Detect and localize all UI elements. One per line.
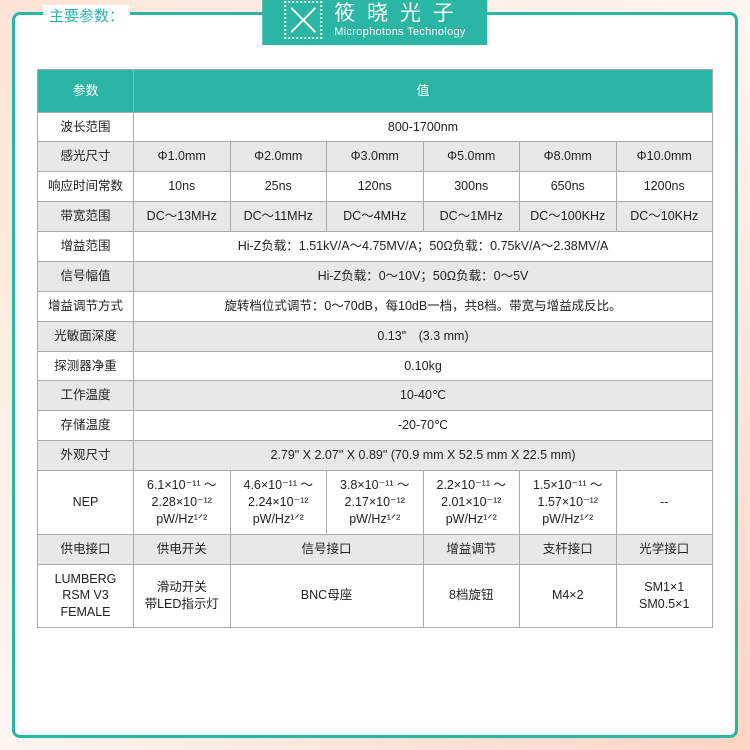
cell-value: 滑动开关带LED指示灯 — [134, 564, 231, 628]
cell-value: Hi-Z负载：0～10V；50Ω负载：0～5V — [134, 261, 713, 291]
row-sensor-size: 感光尺寸 Φ1.0mm Φ2.0mm Φ3.0mm Φ5.0mm Φ8.0mm … — [38, 142, 713, 172]
cell-value: DC～100KHz — [520, 202, 617, 232]
section-title: 主要参数： — [43, 5, 130, 26]
cell-value: 旋转档位式调节：0～70dB，每10dB一档，共8档。带宽与增益成反比。 — [134, 291, 713, 321]
cell-value: SM1×1SM0.5×1 — [616, 564, 713, 628]
cell-value: 增益调节 — [423, 534, 520, 564]
row-signal-amp: 信号幅值 Hi-Z负载：0～10V；50Ω负载：0～5V — [38, 261, 713, 291]
cell-value: DC～10KHz — [616, 202, 713, 232]
cell-label: 响应时间常数 — [38, 172, 134, 202]
cell-value: Hi-Z负载：1.51kV/A～4.75MV/A；50Ω负载：0.75kV/A～… — [134, 232, 713, 262]
cell-value: 1.5×10⁻¹¹ ～1.57×10⁻¹² pW/Hz¹ᐟ² — [520, 471, 617, 535]
row-gain-adjust: 增益调节方式 旋转档位式调节：0～70dB，每10dB一档，共8档。带宽与增益成… — [38, 291, 713, 321]
cell-value: 供电开关 — [134, 534, 231, 564]
cell-value: M4×2 — [520, 564, 617, 628]
row-weight: 探测器净重 0.10kg — [38, 351, 713, 381]
cell-value: Φ10.0mm — [616, 142, 713, 172]
spec-table-wrap: 参数 值 波长范围 800-1700nm 感光尺寸 Φ1.0mm Φ2.0mm … — [37, 69, 713, 713]
cell-label: LUMBERG RSM V3 FEMALE — [38, 564, 134, 628]
cell-label: 增益范围 — [38, 232, 134, 262]
row-dimensions: 外观尺寸 2.79" X 2.07" X 0.89" (70.9 mm X 52… — [38, 441, 713, 471]
spec-table: 参数 值 波长范围 800-1700nm 感光尺寸 Φ1.0mm Φ2.0mm … — [37, 69, 713, 628]
logo-text: 筱 晓 光 子 Microphotons Technology — [334, 2, 465, 37]
logo-en: Microphotons Technology — [334, 26, 465, 38]
cell-value: 6.1×10⁻¹¹ ～2.28×10⁻¹² pW/Hz¹ᐟ² — [134, 471, 231, 535]
row-work-temp: 工作温度 10-40℃ — [38, 381, 713, 411]
logo-cn: 筱 晓 光 子 — [334, 2, 465, 25]
logo-icon — [284, 1, 322, 39]
cell-value: 300ns — [423, 172, 520, 202]
cell-value: DC～13MHz — [134, 202, 231, 232]
cell-value: 信号接口 — [230, 534, 423, 564]
row-nep: NEP 6.1×10⁻¹¹ ～2.28×10⁻¹² pW/Hz¹ᐟ² 4.6×1… — [38, 471, 713, 535]
row-interfaces-header: 供电接口 供电开关 信号接口 增益调节 支杆接口 光学接口 — [38, 534, 713, 564]
row-bandwidth: 带宽范围 DC～13MHz DC～11MHz DC～4MHz DC～1MHz D… — [38, 202, 713, 232]
cell-value: Φ3.0mm — [327, 142, 424, 172]
header-param: 参数 — [38, 70, 134, 113]
cell-value: Φ1.0mm — [134, 142, 231, 172]
cell-value: 光学接口 — [616, 534, 713, 564]
row-store-temp: 存储温度 -20-70℃ — [38, 411, 713, 441]
row-depth: 光敏面深度 0.13" (3.3 mm) — [38, 321, 713, 351]
cell-value: 650ns — [520, 172, 617, 202]
cell-value: 支杆接口 — [520, 534, 617, 564]
cell-label: 光敏面深度 — [38, 321, 134, 351]
cell-label: 波长范围 — [38, 112, 134, 142]
cell-value: 0.13" (3.3 mm) — [134, 321, 713, 351]
cell-value: BNC母座 — [230, 564, 423, 628]
cell-label: NEP — [38, 471, 134, 535]
cell-value: -- — [616, 471, 713, 535]
cell-value: Φ2.0mm — [230, 142, 327, 172]
cell-label: 带宽范围 — [38, 202, 134, 232]
cell-value: DC～1MHz — [423, 202, 520, 232]
cell-value: 1200ns — [616, 172, 713, 202]
cell-label: 外观尺寸 — [38, 441, 134, 471]
cell-value: DC～11MHz — [230, 202, 327, 232]
cell-label: 信号幅值 — [38, 261, 134, 291]
cell-value: DC～4MHz — [327, 202, 424, 232]
cell-value: 0.10kg — [134, 351, 713, 381]
cell-value: 4.6×10⁻¹¹ ～2.24×10⁻¹² pW/Hz¹ᐟ² — [230, 471, 327, 535]
row-interfaces-values: LUMBERG RSM V3 FEMALE 滑动开关带LED指示灯 BNC母座 … — [38, 564, 713, 628]
cell-label: 供电接口 — [38, 534, 134, 564]
cell-value: 8档旋钮 — [423, 564, 520, 628]
cell-value: 10-40℃ — [134, 381, 713, 411]
row-gain-range: 增益范围 Hi-Z负载：1.51kV/A～4.75MV/A；50Ω负载：0.75… — [38, 232, 713, 262]
main-frame: 主要参数： 筱 晓 光 子 Microphotons Technology 参数… — [12, 12, 738, 738]
row-wavelength: 波长范围 800-1700nm — [38, 112, 713, 142]
logo-bar: 筱 晓 光 子 Microphotons Technology — [262, 0, 487, 45]
cell-label: 工作温度 — [38, 381, 134, 411]
cell-value: 2.79" X 2.07" X 0.89" (70.9 mm X 52.5 mm… — [134, 441, 713, 471]
cell-label: 感光尺寸 — [38, 142, 134, 172]
cell-value: Φ5.0mm — [423, 142, 520, 172]
row-response-time: 响应时间常数 10ns 25ns 120ns 300ns 650ns 1200n… — [38, 172, 713, 202]
cell-value: 25ns — [230, 172, 327, 202]
header-value: 值 — [134, 70, 713, 113]
cell-value: 120ns — [327, 172, 424, 202]
cell-value: 2.2×10⁻¹¹ ～2.01×10⁻¹² pW/Hz¹ᐟ² — [423, 471, 520, 535]
cell-label: 存储温度 — [38, 411, 134, 441]
cell-value: Φ8.0mm — [520, 142, 617, 172]
cell-value: 800-1700nm — [134, 112, 713, 142]
table-header-row: 参数 值 — [38, 70, 713, 113]
cell-value: -20-70℃ — [134, 411, 713, 441]
cell-value: 3.8×10⁻¹¹ ～2.17×10⁻¹² pW/Hz¹ᐟ² — [327, 471, 424, 535]
cell-label: 增益调节方式 — [38, 291, 134, 321]
cell-label: 探测器净重 — [38, 351, 134, 381]
cell-value: 10ns — [134, 172, 231, 202]
